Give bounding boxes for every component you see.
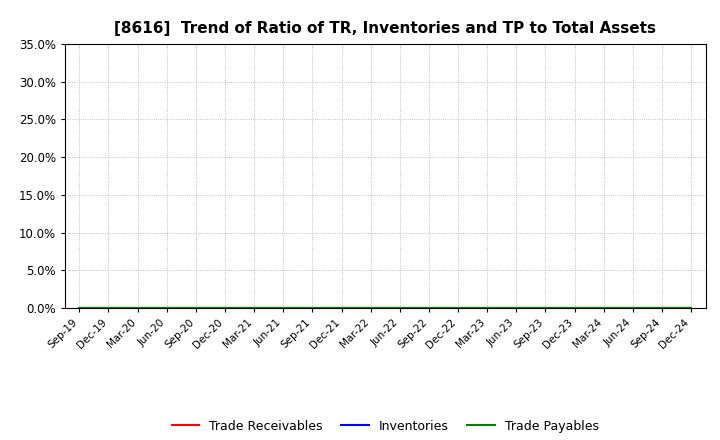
Trade Receivables — [133, 305, 142, 311]
Inventories — [395, 305, 404, 311]
Legend: Trade Receivables, Inventories, Trade Payables: Trade Receivables, Inventories, Trade Pa… — [166, 414, 604, 437]
Trade Receivables — [308, 305, 317, 311]
Trade Receivables — [541, 305, 550, 311]
Inventories — [687, 305, 696, 311]
Trade Receivables — [454, 305, 462, 311]
Trade Payables — [454, 305, 462, 311]
Trade Payables — [279, 305, 287, 311]
Trade Payables — [629, 305, 637, 311]
Trade Receivables — [337, 305, 346, 311]
Trade Payables — [308, 305, 317, 311]
Trade Payables — [104, 305, 113, 311]
Trade Payables — [366, 305, 375, 311]
Inventories — [425, 305, 433, 311]
Inventories — [454, 305, 462, 311]
Trade Payables — [192, 305, 200, 311]
Inventories — [220, 305, 229, 311]
Trade Receivables — [570, 305, 579, 311]
Inventories — [512, 305, 521, 311]
Trade Receivables — [483, 305, 492, 311]
Title: [8616]  Trend of Ratio of TR, Inventories and TP to Total Assets: [8616] Trend of Ratio of TR, Inventories… — [114, 21, 656, 36]
Trade Payables — [541, 305, 550, 311]
Trade Payables — [425, 305, 433, 311]
Trade Payables — [483, 305, 492, 311]
Inventories — [483, 305, 492, 311]
Inventories — [308, 305, 317, 311]
Inventories — [104, 305, 113, 311]
Trade Receivables — [687, 305, 696, 311]
Trade Payables — [337, 305, 346, 311]
Trade Payables — [75, 305, 84, 311]
Trade Payables — [395, 305, 404, 311]
Trade Payables — [657, 305, 666, 311]
Trade Receivables — [425, 305, 433, 311]
Trade Payables — [250, 305, 258, 311]
Trade Receivables — [279, 305, 287, 311]
Inventories — [657, 305, 666, 311]
Inventories — [75, 305, 84, 311]
Trade Receivables — [599, 305, 608, 311]
Trade Payables — [570, 305, 579, 311]
Inventories — [250, 305, 258, 311]
Inventories — [133, 305, 142, 311]
Inventories — [279, 305, 287, 311]
Trade Payables — [220, 305, 229, 311]
Trade Receivables — [220, 305, 229, 311]
Inventories — [570, 305, 579, 311]
Trade Receivables — [104, 305, 113, 311]
Inventories — [366, 305, 375, 311]
Trade Receivables — [366, 305, 375, 311]
Trade Receivables — [75, 305, 84, 311]
Inventories — [599, 305, 608, 311]
Inventories — [163, 305, 171, 311]
Trade Receivables — [512, 305, 521, 311]
Trade Payables — [687, 305, 696, 311]
Trade Payables — [163, 305, 171, 311]
Trade Receivables — [395, 305, 404, 311]
Trade Receivables — [629, 305, 637, 311]
Inventories — [629, 305, 637, 311]
Trade Receivables — [250, 305, 258, 311]
Trade Receivables — [192, 305, 200, 311]
Trade Payables — [512, 305, 521, 311]
Inventories — [337, 305, 346, 311]
Trade Payables — [133, 305, 142, 311]
Trade Payables — [599, 305, 608, 311]
Trade Receivables — [163, 305, 171, 311]
Inventories — [192, 305, 200, 311]
Trade Receivables — [657, 305, 666, 311]
Inventories — [541, 305, 550, 311]
